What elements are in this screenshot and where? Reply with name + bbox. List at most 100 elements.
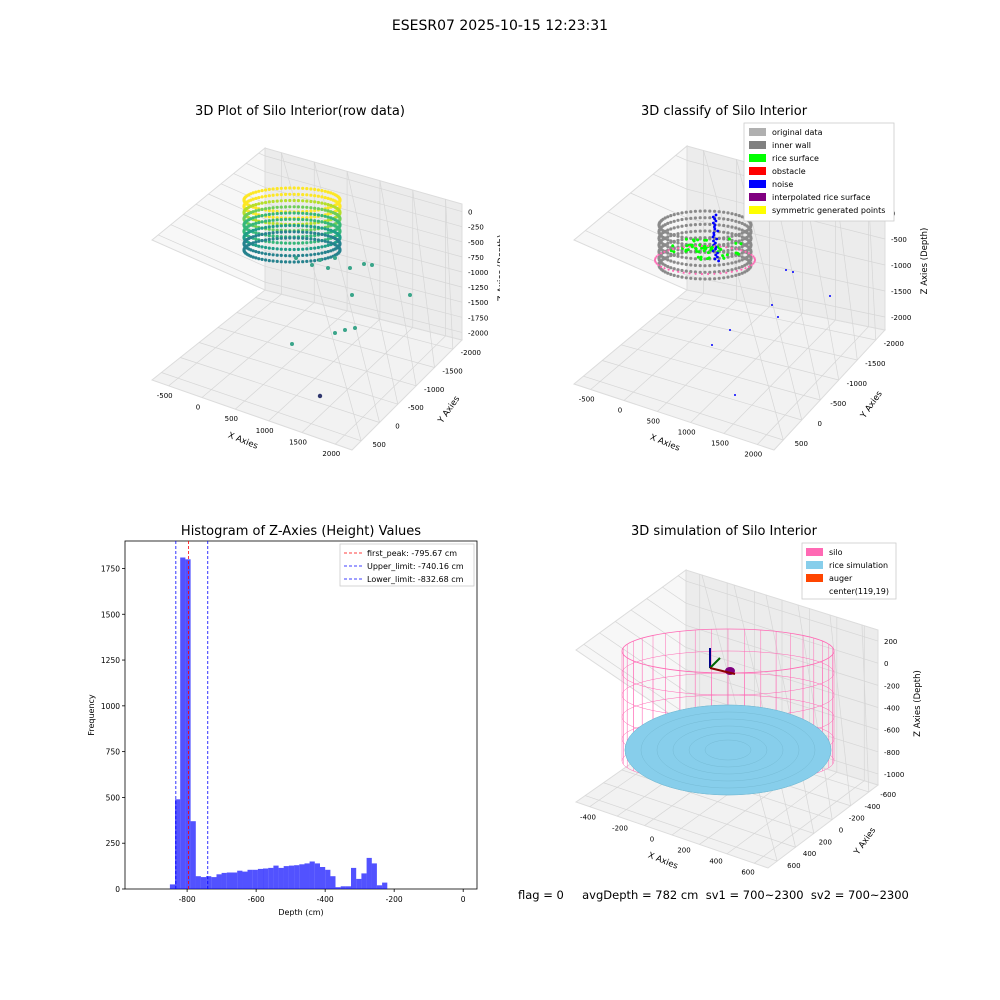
legend-label: noise (772, 180, 793, 189)
silo-wall-point (249, 198, 253, 202)
silo-wall-point (301, 230, 305, 234)
silo-wall-point (338, 222, 342, 226)
grid-line (690, 313, 803, 423)
y-tick-label: 600 (787, 862, 800, 870)
interpolated-point (740, 249, 743, 252)
inner-wall-point (676, 268, 680, 272)
inner-wall-point (684, 276, 688, 280)
silo-wall-point (251, 228, 255, 232)
silo-wall-point (284, 236, 288, 240)
inner-wall-point (672, 213, 676, 217)
silo-wall-point (313, 221, 317, 225)
histogram-bar (200, 877, 207, 889)
silo-wall-point (254, 212, 258, 216)
interpolated-point (655, 255, 658, 258)
histogram-bar (185, 559, 191, 889)
legend-label: Lower_limit: -832.68 cm (367, 575, 464, 584)
x-tick-label: 1500 (289, 439, 307, 447)
silo-wall-point (260, 201, 264, 205)
silo-wall-point (301, 199, 305, 203)
silo-wall-point (249, 223, 253, 227)
inner-wall-point (717, 263, 721, 267)
silo-wall-point (301, 205, 305, 209)
z-axis-title: Z Axies (Depth) (920, 228, 930, 295)
inner-wall-point (740, 221, 744, 225)
inner-wall-point (680, 268, 684, 273)
rice-surface-point (691, 238, 695, 242)
silo-wall-point (313, 227, 317, 231)
silo-wall-point (309, 253, 313, 257)
silo-wall-point (284, 241, 288, 245)
inner-wall-point (730, 274, 734, 278)
grid-line (797, 604, 833, 820)
inner-wall-point (680, 275, 684, 279)
silo-wall-point (326, 196, 330, 200)
silo-wall-point (301, 241, 305, 245)
x-tick-label: -400 (317, 895, 334, 904)
silo-wall-point (292, 186, 296, 190)
interpolated-point (752, 255, 755, 258)
legend-swatch (749, 167, 766, 175)
y-tick-label: 500 (106, 793, 121, 802)
silo-wall-point (320, 207, 324, 211)
inner-wall-point (672, 260, 676, 264)
silo-wall-point (271, 206, 275, 210)
inner-wall-point (676, 252, 680, 256)
inner-wall-point (684, 256, 688, 260)
silo-wall-point (288, 192, 292, 196)
inner-wall-point (666, 255, 670, 259)
silo-wall-point (271, 209, 275, 213)
outlier-point (348, 266, 352, 270)
silo-wall-point (288, 217, 292, 221)
interpolated-point (694, 272, 697, 275)
interpolated-point (713, 245, 716, 248)
silo-wall-point (260, 214, 264, 218)
silo-wall-point (313, 219, 317, 223)
inner-wall-point (749, 248, 753, 252)
histogram-bar (371, 863, 377, 889)
silo-wall-point (264, 245, 268, 250)
inner-wall-point (666, 241, 670, 245)
inner-wall-point (663, 256, 667, 260)
silo-wall-point (329, 216, 333, 220)
silo-wall-point (338, 203, 342, 207)
rice-surface-point (686, 248, 690, 252)
silo-wall-point (323, 221, 327, 225)
inner-wall-point (672, 233, 676, 237)
inner-wall-point (698, 236, 702, 240)
silo-wall-point (305, 230, 309, 234)
grid-line (412, 189, 435, 368)
histogram-bar (226, 872, 232, 889)
silo-wall-point (279, 260, 283, 264)
silo-wall-point (296, 247, 300, 251)
interpolated-point (713, 272, 716, 275)
histogram-bar (356, 878, 362, 889)
silo-wall-point (305, 253, 309, 257)
inner-wall-point (740, 251, 744, 255)
legend-label: silo (829, 548, 843, 557)
silo-wall-point (305, 234, 309, 238)
rice-surface-point (727, 237, 731, 241)
inner-wall-point (684, 217, 688, 221)
inner-wall-point (749, 241, 753, 246)
x-tick-label: 1000 (678, 429, 696, 437)
y-tick-label: 1500 (101, 610, 120, 619)
y-tick-label: -1000 (424, 386, 444, 394)
inner-wall-point (722, 237, 726, 241)
silo-wall-point (338, 247, 342, 251)
silo-wall-point (320, 201, 324, 205)
noise-point (717, 259, 720, 263)
inner-wall-point (676, 232, 680, 236)
silo-wall-point (260, 232, 264, 236)
y-tick-label: 200 (819, 838, 832, 846)
silo-wall-point (323, 233, 327, 237)
silo-wall-point (257, 250, 261, 254)
inner-wall-point (726, 255, 730, 259)
interpolated-point (688, 245, 691, 248)
histogram-bar (252, 869, 258, 889)
silo-wall-point (296, 199, 300, 203)
inner-wall-point (737, 259, 741, 263)
silo-wall-point (254, 250, 258, 254)
grid-line (236, 312, 435, 368)
inner-wall-point (684, 210, 688, 214)
